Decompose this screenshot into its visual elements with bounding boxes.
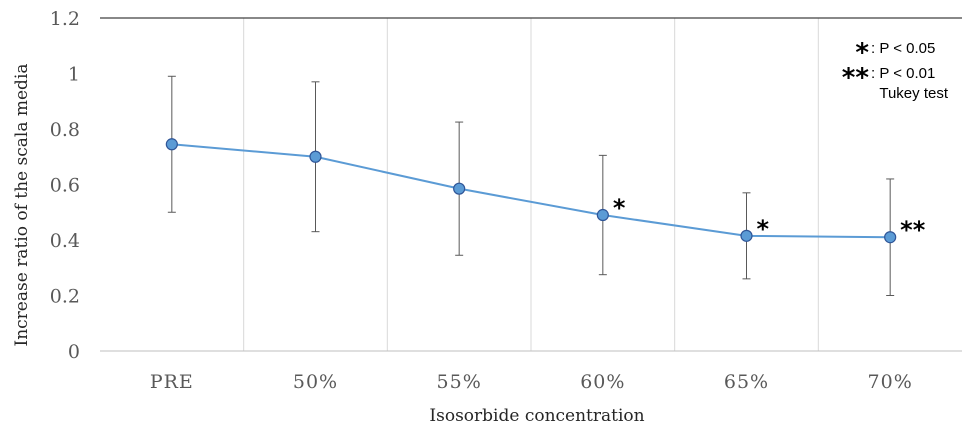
y-tick-label: 1.2	[50, 8, 80, 30]
y-tick-label: 0.6	[50, 175, 80, 197]
legend-text-p001: : P < 0.01	[871, 65, 935, 82]
data-point	[165, 138, 178, 151]
y-axis-title: Increase ratio of the scala media	[12, 63, 32, 346]
series-line	[171, 143, 891, 239]
y-tick-label: 0.8	[50, 119, 80, 141]
y-tick-label: 0.4	[50, 230, 80, 252]
x-axis-title: Isosorbide concentration	[429, 406, 644, 426]
x-tick-label: 55%	[437, 371, 482, 393]
legend: * : P < 0.05 ** : P < 0.01 Tukey test	[842, 38, 949, 102]
significance-marker: **	[900, 216, 926, 244]
legend-star-single: *	[855, 38, 869, 68]
x-tick-label: PRE	[150, 371, 194, 393]
legend-note: Tukey test	[879, 85, 948, 102]
significance-marker: *	[613, 194, 626, 222]
y-tick-label: 0	[68, 341, 80, 363]
data-point	[453, 182, 466, 195]
legend-text-p005: : P < 0.05	[871, 40, 935, 57]
x-tick-label: 60%	[580, 371, 625, 393]
vertical-gridlines	[243, 18, 819, 351]
x-tick-labels: PRE 50% 55% 60% 65% 70%	[150, 371, 913, 393]
legend-star-double: **	[842, 63, 870, 93]
data-point	[309, 150, 322, 163]
significance-marker: *	[757, 215, 770, 243]
data-points	[165, 138, 897, 244]
y-tick-labels: 0 0.2 0.4 0.6 0.8 1 1.2	[50, 8, 80, 363]
x-tick-label: 65%	[724, 371, 769, 393]
data-point	[596, 208, 609, 222]
x-tick-label: 50%	[293, 371, 338, 393]
significance-markers: ** **	[613, 194, 926, 244]
data-point	[740, 229, 753, 242]
y-tick-label: 1	[68, 64, 80, 86]
data-point	[884, 231, 897, 244]
y-tick-label: 0.2	[50, 286, 80, 308]
x-tick-label: 70%	[868, 371, 913, 393]
